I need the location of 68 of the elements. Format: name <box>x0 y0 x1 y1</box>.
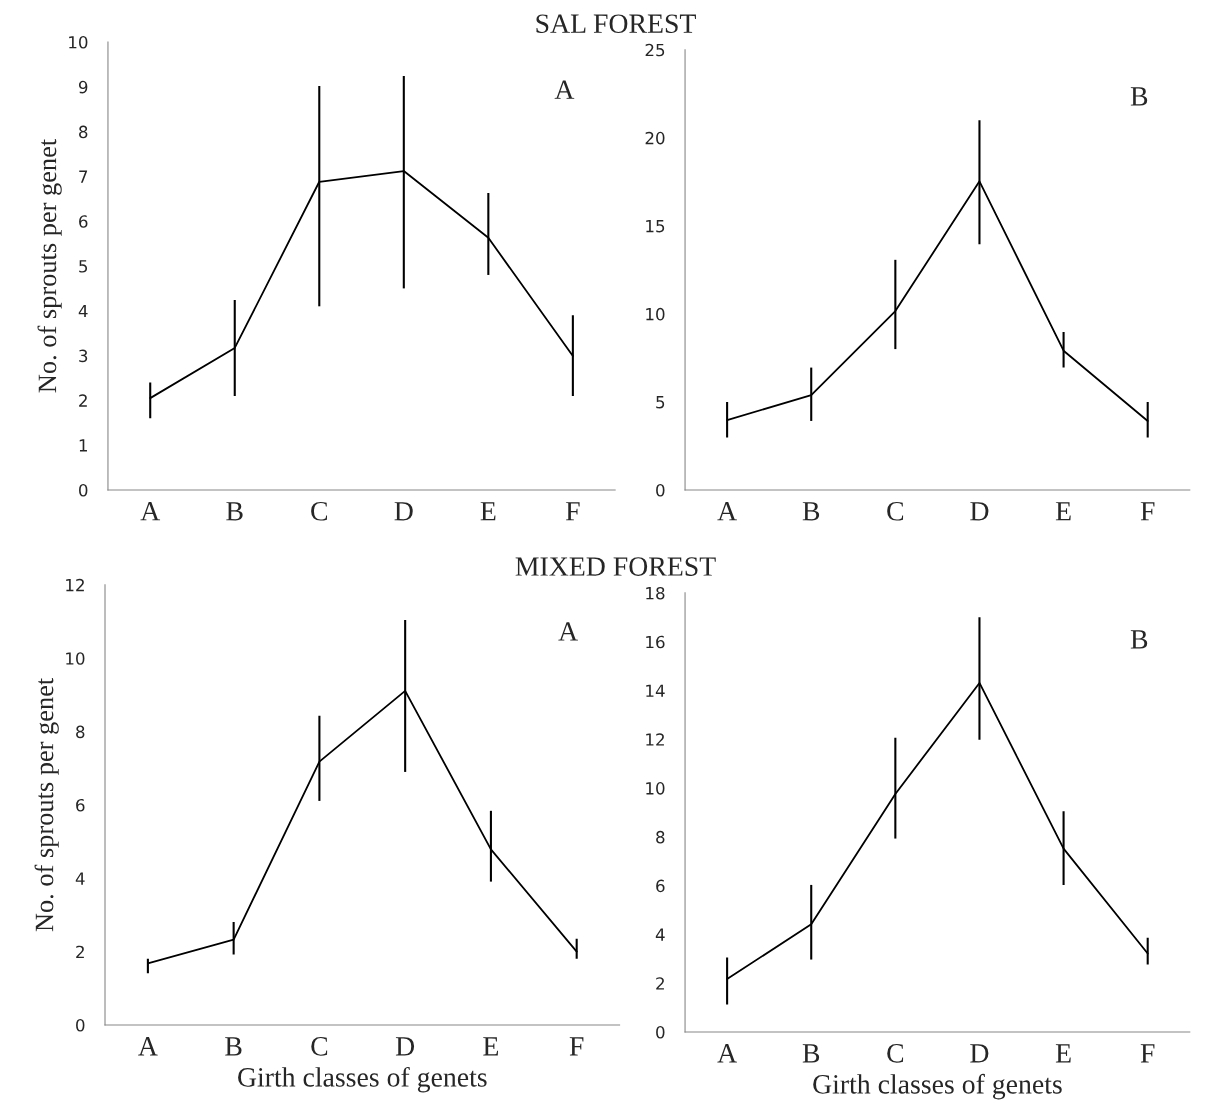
y-tick-label: 10 <box>646 782 665 795</box>
x-tick-label: E <box>483 1037 499 1056</box>
y-tick-label: 8 <box>76 725 85 739</box>
x-axis-title: Girth classes of genets <box>238 1066 487 1093</box>
y-tick-label: 5 <box>79 260 88 273</box>
x-tick-label: A <box>138 1037 158 1056</box>
y-tick-label: 12 <box>646 733 664 746</box>
y-tick-label: 10 <box>69 35 88 49</box>
x-tick-label: F <box>569 1037 584 1056</box>
x-tick-label: F <box>1140 502 1155 521</box>
y-tick-label: 16 <box>646 635 665 649</box>
y-tick-label: 8 <box>656 830 665 844</box>
y-tick-label: 3 <box>79 349 88 363</box>
y-tick-label: 0 <box>656 1025 665 1039</box>
x-tick-label: B <box>226 502 243 521</box>
y-tick-label: 10 <box>646 307 665 321</box>
x-tick-label: C <box>887 501 904 521</box>
annotation: A <box>558 622 578 641</box>
x-tick-label: B <box>802 502 820 521</box>
y-tick-label: 4 <box>655 928 665 941</box>
y-tick-label: 6 <box>76 798 85 812</box>
x-tick-label: C <box>311 501 328 521</box>
x-tick-label: B <box>225 1037 242 1056</box>
y-tick-label: 5 <box>656 396 665 409</box>
chart-title: MIXED FOREST <box>515 557 716 576</box>
x-tick-label: E <box>480 502 496 521</box>
x-tick-label: D <box>395 1037 415 1056</box>
y-tick-label: 4 <box>78 304 88 318</box>
x-tick-label: E <box>1055 1044 1071 1063</box>
x-tick-label: A <box>717 502 737 521</box>
y-tick-label: 12 <box>66 578 84 592</box>
x-tick-label: A <box>140 502 161 521</box>
y-tick-label: 18 <box>646 586 665 600</box>
y-tick-label: 9 <box>78 80 88 94</box>
x-axis-title: Girth classes of genets <box>813 1073 1062 1100</box>
y-tick-label: 14 <box>646 684 665 697</box>
annotation: A <box>554 80 575 99</box>
y-tick-label: 10 <box>66 652 85 665</box>
x-tick-label: E <box>1055 502 1071 521</box>
x-tick-label: D <box>970 1044 989 1063</box>
y-tick-label: 2 <box>76 945 84 959</box>
y-tick-label: 2 <box>656 977 664 990</box>
y-tick-label: 8 <box>79 125 88 139</box>
y-tick-label: 1 <box>79 439 87 452</box>
y-axis-title: No. of sprouts per genet <box>34 677 59 932</box>
x-tick-label: F <box>1140 1044 1155 1063</box>
y-tick-label: 15 <box>646 220 665 233</box>
x-tick-label: B <box>802 1044 820 1063</box>
y-tick-label: 0 <box>656 483 665 497</box>
annotation: B <box>1130 87 1148 106</box>
y-tick-label: 6 <box>79 215 88 228</box>
y-tick-label: 6 <box>656 879 665 893</box>
y-tick-label: 0 <box>79 483 88 497</box>
y-tick-label: 25 <box>645 43 665 57</box>
x-tick-label: F <box>565 502 580 521</box>
x-tick-label: A <box>717 1044 737 1063</box>
x-tick-label: C <box>311 1037 328 1056</box>
y-tick-label: 20 <box>645 131 665 145</box>
x-tick-label: D <box>970 502 989 521</box>
y-tick-label: 2 <box>79 394 87 407</box>
y-tick-label: 7 <box>79 170 88 183</box>
x-tick-label: D <box>394 502 413 521</box>
y-tick-label: 0 <box>76 1019 85 1032</box>
chart-title: SAL FOREST <box>536 14 696 34</box>
x-tick-label: C <box>887 1044 904 1063</box>
y-axis-title: No. of sprouts per genet <box>37 139 62 393</box>
annotation: B <box>1130 630 1148 649</box>
y-tick-label: 4 <box>75 872 85 885</box>
